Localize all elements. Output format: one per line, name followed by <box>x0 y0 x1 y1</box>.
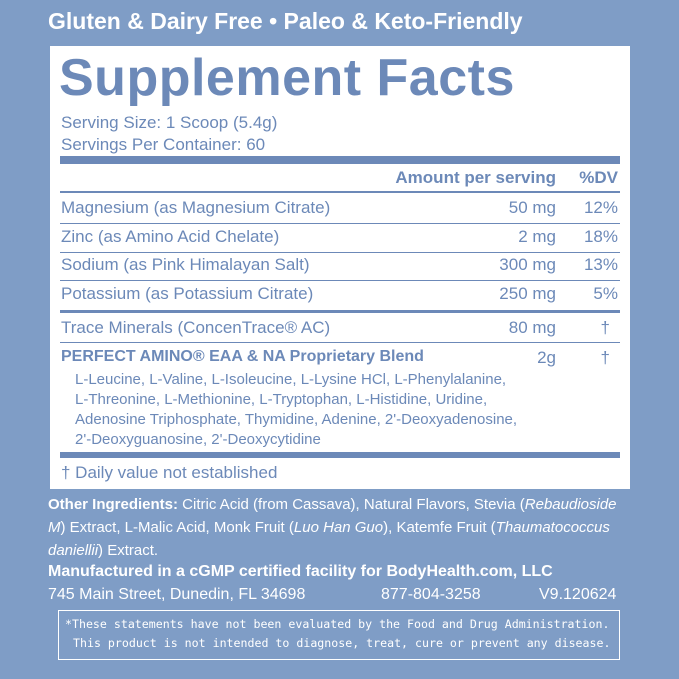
rule <box>60 342 620 343</box>
text: Citric Acid (from Cassava), Natural Flav… <box>178 496 525 513</box>
text: Rebaudioside M <box>48 496 617 536</box>
title: Supplement Facts <box>59 49 515 107</box>
nutrient-name: Zinc (as Amino Acid Chelate) <box>61 226 280 246</box>
rule <box>60 310 620 313</box>
text: ), Katemfe Fruit ( <box>383 519 496 536</box>
column-header: %DV <box>579 168 618 187</box>
rule <box>60 251 620 253</box>
nutrient-dv: 12% <box>583 198 618 217</box>
other-ingredients-label: Other Ingredients: <box>48 496 179 513</box>
manufacturer: Manufactured in a cGMP certified facilit… <box>48 563 553 580</box>
rule <box>60 156 620 164</box>
ingredient-line: 2'-Deoxyguanosine, 2'-Deoxycytidine <box>75 431 321 448</box>
rule <box>60 191 620 193</box>
blend-dv: † <box>600 348 610 367</box>
servings-per-container: Servings Per Container: 60 <box>61 135 266 154</box>
blend-name: PERFECT AMINO® EAA & NA Proprietary Blen… <box>61 348 424 365</box>
ingredient-line: L-Leucine, L-Valine, L-Isoleucine, L-Lys… <box>75 371 507 388</box>
phone: 877-804-3258 <box>381 586 481 603</box>
blend-ingredients: L-Leucine, L-Valine, L-Isoleucine, L-Lys… <box>75 370 517 450</box>
ingredient-line: L-Threonine, L-Methionine, L-Tryptophan,… <box>75 391 488 408</box>
disclaimer-box: *These statements have not been evaluate… <box>58 610 620 660</box>
nutrient-name: Sodium (as Pink Himalayan Salt) <box>61 255 310 274</box>
nutrient-amount: 300 mg <box>499 255 556 274</box>
trace-name: Trace Minerals (ConcenTrace® AC) <box>61 318 331 337</box>
facts-panel: Supplement Facts Serving Size: 1 Scoop (… <box>50 46 630 489</box>
nutrient-name: Potassium (as Potassium Citrate) <box>61 283 314 303</box>
other-ingredients: Other Ingredients: Citric Acid (from Cas… <box>48 493 638 562</box>
disclaimer-line: *These statements have not been evaluate… <box>65 617 610 631</box>
nutrient-dv: 18% <box>583 226 618 246</box>
serving-size: Serving Size: 1 Scoop (5.4g) <box>61 113 278 132</box>
text: Luo Han Guo <box>293 519 384 536</box>
rule <box>60 280 620 281</box>
column-header: Amount per serving <box>395 168 556 187</box>
nutrient-dv: 5% <box>593 283 618 303</box>
rule <box>60 452 620 458</box>
text: ) Extract, L-Malic Acid, Monk Fruit ( <box>60 519 294 536</box>
nutrient-amount: 2 mg <box>518 226 556 246</box>
nutrient-name: Magnesium (as Magnesium Citrate) <box>61 198 331 217</box>
text: ) Extract. <box>98 542 159 559</box>
disclaimer-line: This product is not intended to diagnose… <box>73 636 611 650</box>
header: Gluten & Dairy Free • Paleo & Keto-Frien… <box>48 8 523 34</box>
trace-amount: 80 mg <box>508 318 556 337</box>
rule <box>60 223 620 224</box>
address: 745 Main Street, Dunedin, FL 34698 <box>48 586 306 603</box>
trace-dv: † <box>600 318 610 337</box>
nutrient-dv: 13% <box>583 255 618 274</box>
text: Thaumatococcus daniellii <box>48 519 610 559</box>
blend-amount: 2g <box>537 348 556 367</box>
ingredient-line: Adenosine Triphosphate, Thymidine, Adeni… <box>75 411 518 428</box>
nutrient-amount: 250 mg <box>499 283 556 303</box>
nutrient-amount: 50 mg <box>508 198 556 217</box>
version: V9.120624 <box>539 586 617 603</box>
footnote: † Daily value not established <box>61 463 278 482</box>
